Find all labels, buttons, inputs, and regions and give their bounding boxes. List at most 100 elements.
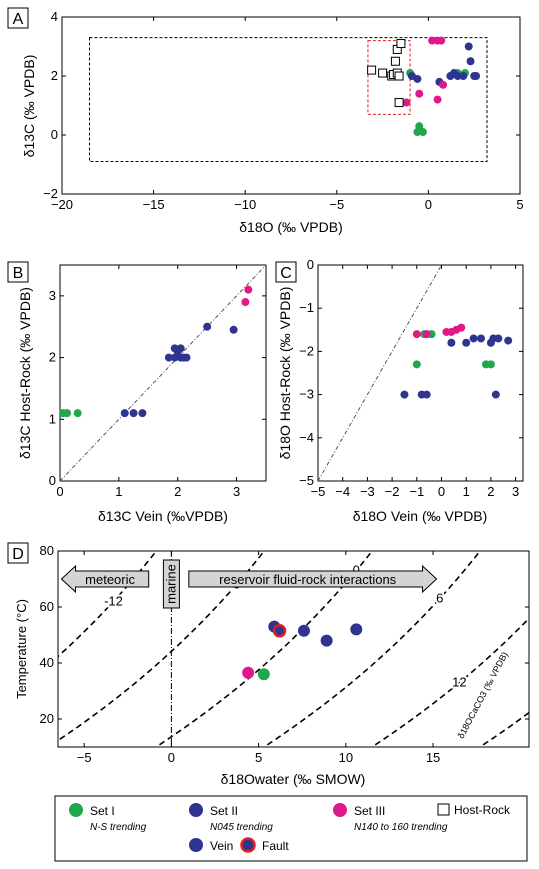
panel-b-y-tick-label: 3 [49, 288, 56, 303]
panel-b-set-iii-point [244, 285, 253, 294]
panel-b-set-ii-point [203, 322, 212, 331]
panel-a-set-i-point [415, 122, 424, 131]
panel-a-host-rock-point [367, 65, 377, 75]
legend-host-label: Host-Rock [454, 803, 511, 817]
panel-b-set-ii-point [164, 353, 173, 362]
panel-a-x-tick-label: 0 [425, 197, 432, 212]
panel-d-points [242, 620, 363, 681]
panel-a-set-i-point [418, 128, 427, 137]
panel-d-plot-frame [57, 550, 530, 748]
panel-a-letter: A [13, 11, 24, 28]
panel-a-host-rock-point [394, 98, 404, 108]
panel-d-set-ii-point [350, 623, 363, 636]
panel-b: B 0 1 2 3 0 1 2 3 δ13C Vein (‰VPDB) δ13C Host-R… [7, 261, 267, 524]
legend-set1-sub: N-S trending [90, 822, 147, 833]
panel-d-marine-box [162, 559, 180, 609]
panel-d-isoline [370, 617, 529, 747]
panel-a-letter-box [7, 7, 29, 29]
panel-c-set-iii-point [412, 330, 421, 339]
panel-a-set-iii-point [428, 36, 437, 45]
panel-d-x-tick-label: −5 [77, 750, 92, 765]
panel-d-set-ii-point [297, 624, 310, 637]
panel-b-x-axis-label: δ13C Vein (‰VPDB) [98, 508, 228, 524]
panel-a-red-dashed-box [367, 40, 411, 115]
panel-a-host-rock-point [378, 68, 388, 78]
panel-a-set-ii-point [459, 72, 468, 80]
panel-a-host-rock-point [390, 56, 400, 66]
panel-d-isoline-axis-label: δ18OCaCO3 (‰ VPDB) [456, 650, 510, 740]
panel-b-reference-line [59, 264, 267, 482]
panel-d-x-tick-label: 10 [339, 750, 353, 765]
panel-b-set-ii-point [129, 409, 138, 418]
panel-d-isoline [58, 551, 266, 742]
panel-d-isoline-label: 6 [436, 591, 443, 606]
panel-d-isolines [58, 551, 529, 747]
panel-c-x-tick-label: −4 [335, 484, 350, 499]
legend-fault-marker [240, 837, 256, 853]
panel-c-letter: C [280, 265, 292, 282]
legend-fault-label: Fault [262, 839, 289, 853]
panel-a-set-ii-point [464, 42, 473, 51]
panel-b-letter-box [7, 261, 29, 283]
panel-d-x-tick-label: 15 [426, 750, 440, 765]
panel-c-set-i-point [486, 360, 495, 369]
panel-c-one-to-one-line [317, 264, 442, 482]
panel-b-x-tick-label: 1 [115, 484, 122, 499]
panel-c-set-ii-point [447, 338, 456, 347]
panel-c-set-ii-point [462, 338, 471, 347]
panel-c-ticks: −5 −4 −3 −2 −1 0 1 2 3 −5 −4 −3 −2 −1 0 [299, 257, 523, 499]
panel-d-x-tick-label: 5 [255, 750, 262, 765]
legend-vein-marker [189, 838, 203, 852]
legend-set1-label: Set I [90, 804, 115, 818]
panel-b-set-ii-point [229, 325, 238, 334]
panel-c-x-axis-label: δ18O Vein (‰ VPDB) [353, 508, 488, 524]
panel-a-y-tick-label: −2 [43, 186, 58, 201]
panel-d-set-ii-point [320, 634, 333, 647]
panel-a-x-tick-label: −5 [329, 197, 344, 212]
panel-c-set-ii-point [491, 390, 500, 399]
panel-c-y-tick-label: −4 [299, 430, 314, 445]
panel-b-y-tick-label: 0 [49, 473, 56, 488]
panel-d-isoline [262, 551, 482, 747]
panel-c-points [400, 323, 513, 399]
panel-d-arrows: meteoric reservoir fluid-rock interaction… [60, 559, 438, 609]
panel-c-set-iii-point [422, 330, 431, 339]
panel-c-set-ii-point [400, 390, 409, 399]
panel-b-points [58, 285, 253, 418]
panel-c-y-axis-label: δ18O Host-Rock (‰ VPDB) [277, 287, 293, 460]
panel-a-points [367, 36, 481, 137]
panel-a-set-ii-point [413, 74, 422, 83]
panel-c-x-tick-label: 0 [438, 484, 445, 499]
panel-a-x-tick-label: −20 [51, 197, 73, 212]
panel-c: C −5 −4 −3 −2 −1 0 1 2 3 −5 −4 −3 −2 −1 0 δ18O Vein (‰… [275, 257, 524, 524]
panel-b-x-tick-label: 2 [174, 484, 181, 499]
panel-c-set-ii-point [422, 390, 431, 399]
panel-c-y-tick-label: −2 [299, 343, 314, 358]
panel-b-set-ii-point [138, 409, 147, 418]
panel-a-x-tick-label: −10 [234, 197, 256, 212]
panel-a-set-iii-point [439, 80, 448, 89]
panel-d-set-i-point [257, 668, 270, 681]
panel-d-marine-label: marine [163, 564, 178, 604]
panel-d-letter-box [7, 542, 29, 564]
panel-d-y-tick-label: 40 [40, 655, 54, 670]
panel-d-x-axis-label-text: δ18Owater (‰ SMOW) [221, 771, 366, 787]
panel-a-set-iii-point [437, 36, 446, 45]
panel-c-x-tick-label: 3 [512, 484, 519, 499]
panel-b-plot-frame [59, 264, 267, 482]
panel-c-x-tick-label: −5 [311, 484, 326, 499]
legend-host-marker [437, 803, 450, 816]
panel-a-boxes [88, 37, 488, 163]
panel-b-x-tick-label: 0 [56, 484, 63, 499]
panel-a-set-ii-point [453, 72, 462, 80]
panel-c-y-tick-label: −3 [299, 387, 314, 402]
panel-d-isoline [154, 551, 374, 747]
panel-b-letter: B [13, 265, 24, 282]
panel-c-plot-frame [317, 264, 524, 482]
panel-d-isoline-label: 0 [353, 563, 360, 578]
panel-a-set-iii-point [415, 89, 424, 98]
panel-d-reservoir-label: reservoir fluid-rock interactions [219, 572, 397, 587]
panel-d-x-axis-label: δ18Owater (‰ SMOW) [221, 771, 366, 787]
